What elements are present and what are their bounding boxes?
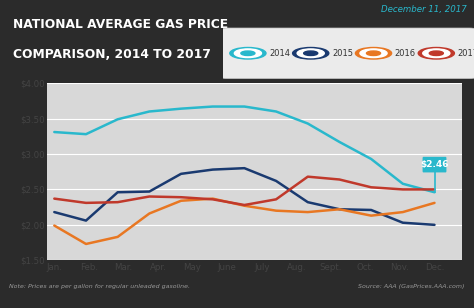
Circle shape xyxy=(292,47,329,59)
Text: COMPARISON, 2014 TO 2017: COMPARISON, 2014 TO 2017 xyxy=(13,48,211,61)
Circle shape xyxy=(356,47,392,59)
Circle shape xyxy=(304,51,318,55)
Circle shape xyxy=(230,47,266,59)
Circle shape xyxy=(360,49,387,58)
Text: Source: AAA (GasPrices.AAA.com): Source: AAA (GasPrices.AAA.com) xyxy=(358,284,465,289)
FancyBboxPatch shape xyxy=(218,28,474,79)
FancyBboxPatch shape xyxy=(423,157,447,172)
Circle shape xyxy=(429,51,443,55)
Circle shape xyxy=(366,51,381,55)
Circle shape xyxy=(297,49,324,58)
Circle shape xyxy=(423,49,450,58)
Circle shape xyxy=(234,49,262,58)
Text: 2014: 2014 xyxy=(269,49,290,58)
Circle shape xyxy=(241,51,255,55)
Text: NATIONAL AVERAGE GAS PRICE: NATIONAL AVERAGE GAS PRICE xyxy=(13,18,228,30)
Text: 2016: 2016 xyxy=(395,49,416,58)
Text: Note: Prices are per gallon for regular unleaded gasoline.: Note: Prices are per gallon for regular … xyxy=(9,284,191,289)
Text: 2015: 2015 xyxy=(332,49,353,58)
Circle shape xyxy=(418,47,455,59)
Text: $2.46: $2.46 xyxy=(420,160,449,169)
Text: December 11, 2017: December 11, 2017 xyxy=(381,5,466,14)
Text: 2017: 2017 xyxy=(458,49,474,58)
